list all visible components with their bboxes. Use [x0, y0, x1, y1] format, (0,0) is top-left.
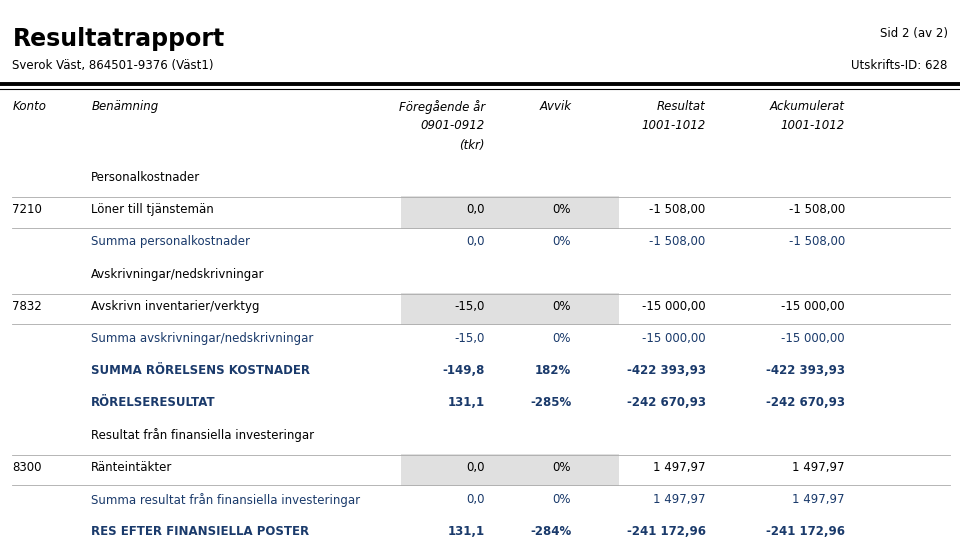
Text: Sverok Väst, 864501-9376 (Väst1): Sverok Väst, 864501-9376 (Väst1) [12, 59, 214, 72]
Text: 0%: 0% [553, 461, 571, 473]
Text: 0,0: 0,0 [467, 203, 485, 216]
Text: Konto: Konto [12, 100, 46, 113]
Text: -15 000,00: -15 000,00 [642, 300, 706, 312]
Text: -15,0: -15,0 [454, 332, 485, 345]
Text: 131,1: 131,1 [447, 525, 485, 538]
Text: 131,1: 131,1 [447, 396, 485, 409]
Text: -284%: -284% [530, 525, 571, 538]
Text: -242 670,93: -242 670,93 [766, 396, 845, 409]
Text: -1 508,00: -1 508,00 [649, 235, 706, 248]
Text: RES EFTER FINANSIELLA POSTER: RES EFTER FINANSIELLA POSTER [91, 525, 309, 538]
Text: 1001-1012: 1001-1012 [780, 119, 845, 132]
Text: -15 000,00: -15 000,00 [781, 300, 845, 312]
Text: -15,0: -15,0 [454, 300, 485, 312]
Text: Summa resultat från finansiella investeringar: Summa resultat från finansiella invester… [91, 493, 360, 507]
Text: -15 000,00: -15 000,00 [781, 332, 845, 345]
Text: Personalkostnader: Personalkostnader [91, 171, 201, 184]
Bar [401, 454, 619, 486]
Text: 8300: 8300 [12, 461, 42, 473]
Text: 1 497,97: 1 497,97 [792, 461, 845, 473]
Text: 0,0: 0,0 [467, 493, 485, 506]
Text: 0,0: 0,0 [467, 235, 485, 248]
Text: -242 670,93: -242 670,93 [627, 396, 706, 409]
Text: Summa avskrivningar/nedskrivningar: Summa avskrivningar/nedskrivningar [91, 332, 314, 345]
Text: 7832: 7832 [12, 300, 42, 312]
Text: Föregående år: Föregående år [398, 100, 485, 114]
Text: -1 508,00: -1 508,00 [788, 203, 845, 216]
Text: 1 497,97: 1 497,97 [792, 493, 845, 506]
Text: 0901-0912: 0901-0912 [420, 119, 485, 132]
Text: Löner till tjänstemän: Löner till tjänstemän [91, 203, 214, 216]
Text: 0%: 0% [553, 493, 571, 506]
Text: Utskrifts-ID: 628: Utskrifts-ID: 628 [852, 59, 948, 72]
Text: -422 393,93: -422 393,93 [766, 364, 845, 377]
Text: -1 508,00: -1 508,00 [788, 235, 845, 248]
Text: Resultat från finansiella investeringar: Resultat från finansiella investeringar [91, 428, 314, 442]
Text: -285%: -285% [530, 396, 571, 409]
Text: 0%: 0% [553, 235, 571, 248]
Text: 0%: 0% [553, 203, 571, 216]
Text: 0,0: 0,0 [467, 461, 485, 473]
Text: Resultatrapport: Resultatrapport [12, 27, 225, 51]
Text: -1 508,00: -1 508,00 [649, 203, 706, 216]
Text: Avskrivn inventarier/verktyg: Avskrivn inventarier/verktyg [91, 300, 260, 312]
Text: RÖRELSERESULTAT: RÖRELSERESULTAT [91, 396, 216, 409]
Text: 182%: 182% [535, 364, 571, 377]
Text: 1001-1012: 1001-1012 [641, 119, 706, 132]
Text: (tkr): (tkr) [459, 139, 485, 152]
Text: -422 393,93: -422 393,93 [627, 364, 706, 377]
Text: 1 497,97: 1 497,97 [653, 461, 706, 473]
Text: -149,8: -149,8 [443, 364, 485, 377]
Bar [401, 293, 619, 325]
Text: Sid 2 (av 2): Sid 2 (av 2) [879, 27, 948, 39]
Text: -241 172,96: -241 172,96 [627, 525, 706, 538]
Text: Avskrivningar/nedskrivningar: Avskrivningar/nedskrivningar [91, 268, 265, 280]
Text: -15 000,00: -15 000,00 [642, 332, 706, 345]
Text: 1 497,97: 1 497,97 [653, 493, 706, 506]
Text: SUMMA RÖRELSENS KOSTNADER: SUMMA RÖRELSENS KOSTNADER [91, 364, 310, 377]
Text: Resultat: Resultat [657, 100, 706, 113]
Text: -241 172,96: -241 172,96 [766, 525, 845, 538]
Text: Summa personalkostnader: Summa personalkostnader [91, 235, 251, 248]
Text: 0%: 0% [553, 300, 571, 312]
Text: Ränteintäkter: Ränteintäkter [91, 461, 173, 473]
Text: Ackumulerat: Ackumulerat [770, 100, 845, 113]
Text: Benämning: Benämning [91, 100, 158, 113]
Text: 0%: 0% [553, 332, 571, 345]
Text: Avvik: Avvik [540, 100, 571, 113]
Text: 7210: 7210 [12, 203, 42, 216]
Bar [401, 196, 619, 229]
